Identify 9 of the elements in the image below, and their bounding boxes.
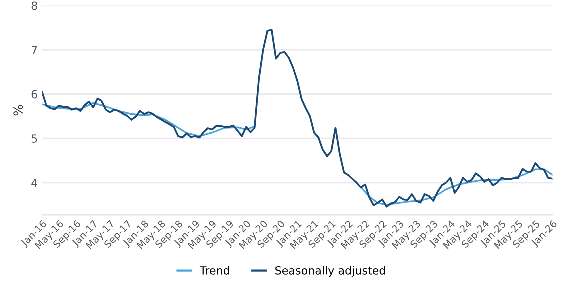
y-tick-label: 7 (32, 46, 38, 54)
legend-label: Seasonally adjusted (276, 266, 386, 277)
y-tick-label: 5 (32, 134, 38, 143)
y-tick-label: 8 (32, 2, 38, 10)
line-series (42, 29, 553, 208)
y-tick-label: 4 (32, 179, 38, 188)
y-axis-title: % (14, 105, 24, 116)
legend-label: Trend (200, 266, 230, 275)
y-tick-label: 6 (32, 90, 38, 99)
